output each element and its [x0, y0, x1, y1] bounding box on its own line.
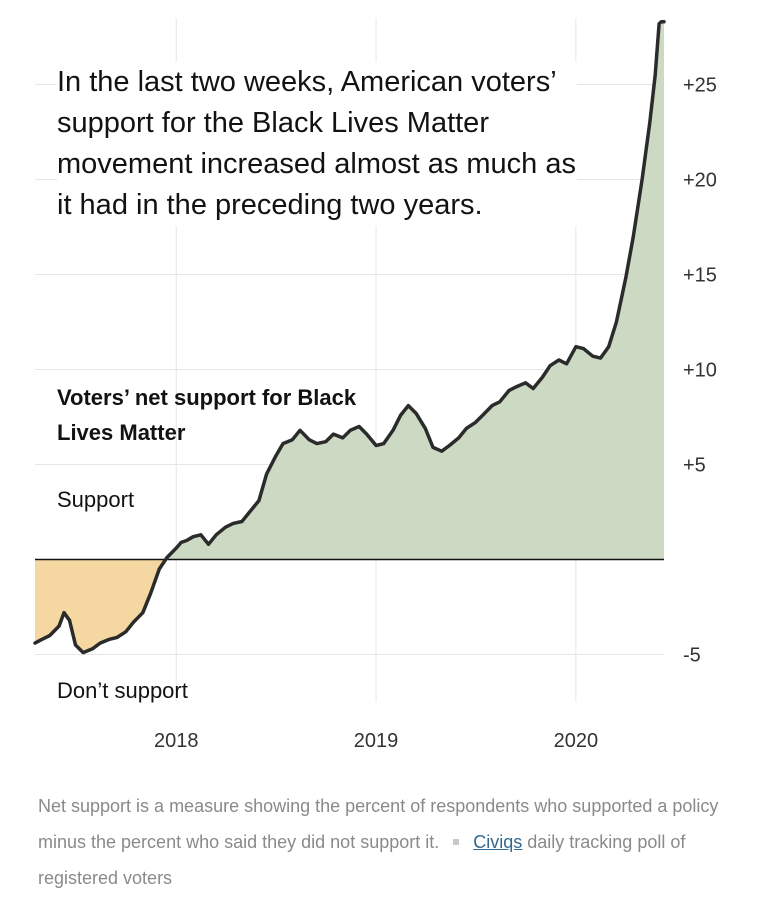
chart-area: -5 +5 +10 +15 +20 +25 2018 2019 2020 In the las… [33, 18, 717, 752]
source-link[interactable]: Civiqs [473, 832, 523, 852]
support-area [35, 21, 664, 560]
y-tick-label: +20 [683, 170, 717, 192]
x-axis-ticks: 2018 2019 2020 [154, 730, 598, 752]
x-tick-label: 2018 [154, 730, 199, 752]
x-tick-label: 2020 [554, 730, 599, 752]
y-tick-label: -5 [683, 645, 701, 667]
x-tick-label: 2019 [354, 730, 399, 752]
separator-square-icon [453, 838, 460, 845]
trend-line [33, 20, 666, 655]
y-tick-label: +10 [683, 360, 717, 382]
y-tick-label: +25 [683, 75, 717, 97]
y-tick-label: +15 [683, 265, 717, 287]
footnote-text: Net support is a measure showing the per… [38, 796, 719, 852]
dont-support-label: Don’t support [57, 678, 188, 703]
support-label: Support [57, 487, 135, 512]
source-description: daily tracking poll of registered voters [38, 832, 686, 888]
footnote: Net support is a measure showing the per… [38, 788, 738, 896]
headline: In the last two weeks, American voters’ … [57, 62, 577, 226]
y-axis-ticks: -5 +5 +10 +15 +20 +25 [683, 75, 717, 667]
chart-title: Voters’ net support for Black Lives Matt… [57, 385, 357, 445]
net-support-line [33, 20, 666, 655]
y-tick-label: +5 [683, 455, 706, 477]
